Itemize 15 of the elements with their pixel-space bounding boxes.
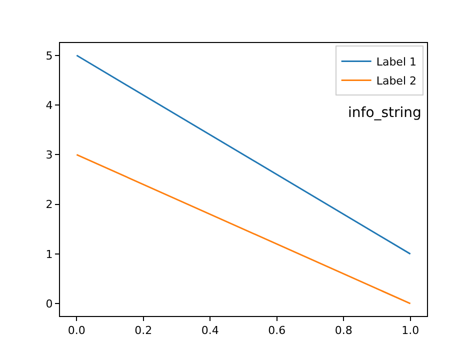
x-tick-label: 0.4 xyxy=(201,324,219,338)
annotation: info_string xyxy=(348,105,422,121)
x-tick-label: 1.0 xyxy=(402,324,420,338)
y-tick-label: 4 xyxy=(46,98,53,112)
y-tick-label: 1 xyxy=(46,248,53,261)
y-tick-label: 5 xyxy=(46,49,53,62)
x-tick-label: 0.8 xyxy=(334,324,352,338)
x-tick-label: 0.6 xyxy=(268,324,286,338)
y-tick-label: 0 xyxy=(46,297,53,310)
legend-label: Label 2 xyxy=(376,74,416,88)
x-tick-label: 0.2 xyxy=(134,324,152,338)
y-tick-label: 3 xyxy=(46,148,53,162)
legend-label: Label 1 xyxy=(376,56,416,69)
x-tick-label: 0.0 xyxy=(68,324,86,338)
y-tick-label: 2 xyxy=(46,198,53,212)
